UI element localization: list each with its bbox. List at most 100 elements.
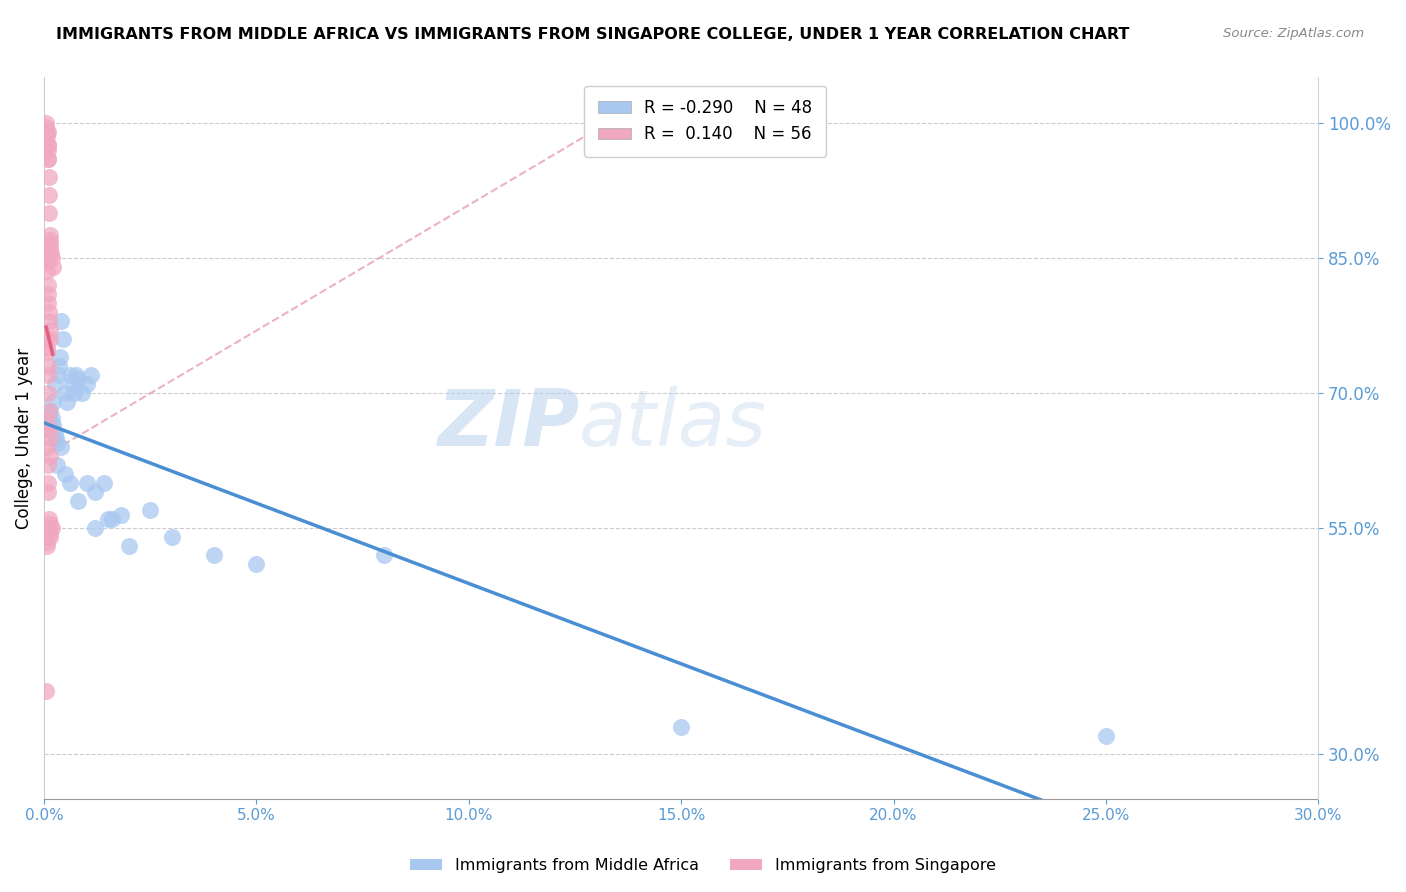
Point — [110, 508, 132, 522]
Point — [42, 422, 65, 436]
Point — [35, 534, 58, 549]
Point — [35, 530, 58, 544]
Point — [35, 264, 58, 278]
Point — [38, 187, 60, 202]
Point — [245, 558, 267, 572]
Point — [84, 521, 107, 535]
Point — [45, 458, 67, 472]
Point — [202, 549, 225, 563]
Point — [38, 205, 60, 219]
Point — [45, 435, 67, 450]
Point — [39, 530, 62, 544]
Point — [41, 417, 63, 432]
Point — [35, 255, 58, 269]
Point — [35, 124, 58, 138]
Point — [72, 386, 94, 401]
Point — [38, 314, 60, 328]
Point — [101, 512, 124, 526]
Point — [1095, 729, 1118, 743]
Point — [39, 449, 62, 463]
Point — [39, 237, 62, 252]
Point — [37, 138, 59, 153]
Point — [41, 260, 63, 274]
Point — [37, 152, 59, 166]
Point — [139, 503, 162, 517]
Point — [38, 512, 60, 526]
Point — [37, 138, 59, 153]
Point — [58, 368, 80, 382]
Point — [39, 242, 62, 256]
Point — [37, 485, 59, 500]
Point — [35, 341, 58, 355]
Text: ZIP: ZIP — [437, 385, 579, 462]
Point — [60, 376, 83, 391]
Point — [76, 376, 98, 391]
Point — [35, 332, 58, 346]
Text: IMMIGRANTS FROM MIDDLE AFRICA VS IMMIGRANTS FROM SINGAPORE COLLEGE, UNDER 1 YEAR: IMMIGRANTS FROM MIDDLE AFRICA VS IMMIGRA… — [56, 27, 1129, 42]
Point — [65, 368, 87, 382]
Point — [44, 376, 66, 391]
Point — [35, 539, 58, 553]
Point — [49, 314, 72, 328]
Point — [38, 521, 60, 535]
Point — [37, 143, 59, 157]
Point — [67, 494, 90, 508]
Point — [53, 386, 76, 401]
Point — [38, 228, 60, 243]
Text: Source: ZipAtlas.com: Source: ZipAtlas.com — [1223, 27, 1364, 40]
Point — [63, 386, 86, 401]
Text: atlas: atlas — [579, 385, 768, 462]
Point — [41, 521, 63, 535]
Point — [37, 124, 59, 138]
Point — [52, 332, 75, 346]
Point — [38, 409, 60, 423]
Point — [38, 422, 60, 436]
Point — [53, 467, 76, 482]
Point — [35, 120, 58, 134]
Point — [39, 246, 62, 260]
Point — [38, 431, 60, 445]
Point — [35, 422, 58, 436]
Point — [76, 476, 98, 491]
Point — [118, 539, 141, 553]
Legend: R = -0.290    N = 48, R =  0.140    N = 56: R = -0.290 N = 48, R = 0.140 N = 56 — [585, 86, 825, 157]
Y-axis label: College, Under 1 year: College, Under 1 year — [15, 348, 32, 529]
Point — [41, 411, 63, 425]
Point — [373, 549, 395, 563]
Point — [38, 404, 60, 418]
Point — [160, 530, 183, 544]
Point — [39, 233, 62, 247]
Point — [84, 485, 107, 500]
Legend: Immigrants from Middle Africa, Immigrants from Singapore: Immigrants from Middle Africa, Immigrant… — [404, 852, 1002, 880]
Point — [39, 516, 62, 531]
Point — [67, 372, 90, 386]
Point — [35, 115, 58, 129]
Point — [49, 350, 72, 364]
Point — [37, 413, 59, 427]
Point — [56, 395, 79, 409]
Point — [37, 476, 59, 491]
Point — [37, 359, 59, 373]
Point — [37, 296, 59, 310]
Point — [38, 169, 60, 184]
Point — [97, 512, 120, 526]
Point — [35, 413, 58, 427]
Point — [35, 440, 58, 454]
Point — [37, 368, 59, 382]
Point — [37, 152, 59, 166]
Point — [39, 525, 62, 540]
Point — [37, 458, 59, 472]
Point — [35, 129, 58, 144]
Point — [44, 426, 66, 441]
Point — [45, 431, 67, 445]
Point — [37, 286, 59, 301]
Point — [58, 476, 80, 491]
Point — [35, 683, 58, 698]
Point — [41, 395, 63, 409]
Point — [39, 415, 62, 429]
Point — [80, 368, 103, 382]
Point — [35, 345, 58, 359]
Point — [38, 305, 60, 319]
Point — [38, 323, 60, 337]
Point — [37, 277, 59, 292]
